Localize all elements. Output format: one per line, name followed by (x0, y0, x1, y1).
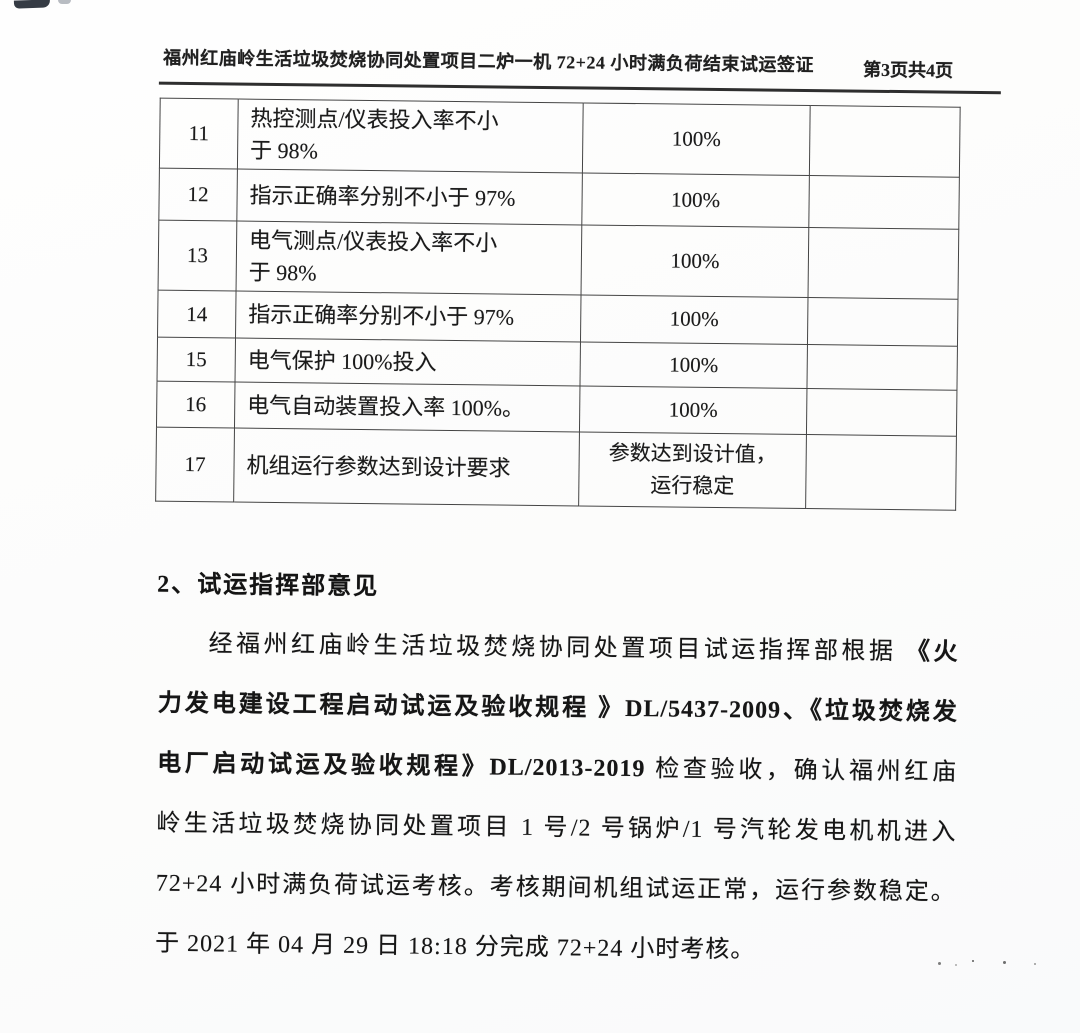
paragraph-line: 经福州红庙岭生活垃圾焚烧协同处置项目试运指挥部根据 《火 (158, 614, 959, 683)
acceptance-table-body: 11 热控测点/仪表投入率不小 于 98% 100% 12 指示正确率分别不小于 97%… (155, 98, 961, 511)
row-number-cell: 17 (155, 427, 235, 503)
header-rule (158, 81, 1001, 94)
text-segment: 72+24 小时满负荷试运考核。考核期间机组试运正常，运行参数稳定。 (155, 870, 956, 906)
row-result-cell: 100% (579, 385, 807, 435)
paragraph-line: 力发电建设工程启动试运及验收规程 》DL/5437-2009、《垃圾焚烧发 (158, 674, 959, 743)
scan-artifact-speck (1034, 963, 1036, 965)
row-remark-cell (809, 105, 961, 178)
row-number-cell: 16 (156, 381, 236, 429)
row-remark-cell (808, 227, 959, 300)
section-heading: 2、试运指挥部意见 (157, 571, 380, 601)
text-segment: 经福州红庙岭生活垃圾焚烧协同处置项目试运指挥部根据 (208, 631, 897, 666)
row-remark-cell (805, 434, 957, 511)
row-number-cell: 12 (158, 168, 238, 222)
text-segment: 《火 (896, 639, 959, 666)
row-remark-cell (806, 388, 957, 437)
paragraph-line: 岭生活垃圾焚烧协同处置项目 1 号/2 号锅炉/1 号汽轮发电机机进入 (156, 794, 957, 863)
row-remark-cell (806, 344, 958, 391)
table-row: 13 电气测点/仪表投入率不小 于 98% 100% (158, 220, 959, 300)
row-number-cell: 13 (158, 220, 237, 292)
scan-artifact-speck (972, 960, 974, 962)
paragraph-line: 72+24 小时满负荷试运考核。考核期间机组试运正常，运行参数稳定。 (155, 854, 956, 923)
scan-artifact-speck (938, 962, 941, 965)
row-remark-cell (808, 175, 960, 230)
row-result-cell: 100% (580, 294, 809, 345)
row-item-cell: 指示正确率分别不小于 97% (236, 169, 583, 225)
scan-artifact-speck (955, 964, 957, 966)
paragraph-line: 于 2021 年 04 月 29 日 18:18 分完成 72+24 小时考核。 (155, 914, 956, 983)
paragraph-line: 电厂启动试运及验收规程》DL/2013-2019 检查验收，确认福州红庙 (157, 734, 958, 803)
row-result-cell: 100% (581, 172, 810, 228)
row-number-cell: 15 (157, 337, 236, 383)
table-row: 17 机组运行参数达到设计要求 参数达到设计值， 运行稳定 (155, 427, 957, 511)
row-number-cell: 14 (157, 290, 237, 339)
row-remark-cell (807, 297, 958, 347)
row-number-cell: 11 (159, 98, 239, 170)
row-result-cell: 100% (581, 224, 809, 298)
row-item-cell: 指示正确率分别不小于 97% (235, 291, 582, 342)
row-item-cell: 电气测点/仪表投入率不小 于 98% (236, 221, 582, 295)
text-segment: 岭生活垃圾焚烧协同处置项目 1 号/2 号锅炉/1 号汽轮发电机机进入 (156, 810, 957, 846)
page-indicator: 第3页共4页 (862, 59, 954, 81)
document-header-title: 福州红庙岭生活垃圾焚烧协同处置项目二炉一机 72+24 小时满负荷结束试运签证 (163, 47, 815, 76)
scan-artifact-smudge (58, 0, 71, 4)
acceptance-items-table: 11 热控测点/仪表投入率不小 于 98% 100% 12 指示正确率分别不小于 97%… (155, 98, 961, 511)
text-segment: 检查验收，确认福州红庙 (645, 756, 958, 786)
row-result-cell: 100% (579, 341, 808, 389)
scan-artifact-speck (1003, 961, 1006, 964)
text-segment: 力发电建设工程启动试运及验收规程 》DL/5437-2009、《垃圾焚烧发 (157, 690, 958, 726)
table-row: 11 热控测点/仪表投入率不小 于 98% 100% (159, 98, 961, 178)
row-item-cell: 热控测点/仪表投入率不小 于 98% (237, 99, 584, 173)
text-segment: 于 2021 年 04 月 29 日 18:18 分完成 72+24 小时考核。 (154, 930, 756, 964)
text-segment: 电厂启动试运及验收规程》DL/2013-2019 (157, 750, 646, 783)
row-item-cell: 电气自动装置投入率 100%。 (234, 382, 580, 432)
row-result-cell: 100% (582, 102, 811, 176)
row-item-cell: 机组运行参数达到设计要求 (233, 428, 580, 506)
row-result-cell: 参数达到设计值， 运行稳定 (578, 431, 807, 509)
table-row: 12 指示正确率分别不小于 97% 100% (158, 168, 960, 230)
row-item-cell: 电气保护 100%投入 (235, 338, 581, 386)
opinion-paragraph: 经福州红庙岭生活垃圾焚烧协同处置项目试运指挥部根据 《火力发电建设工程启动试运及… (155, 614, 959, 983)
scan-artifact-smudge (13, 0, 51, 9)
